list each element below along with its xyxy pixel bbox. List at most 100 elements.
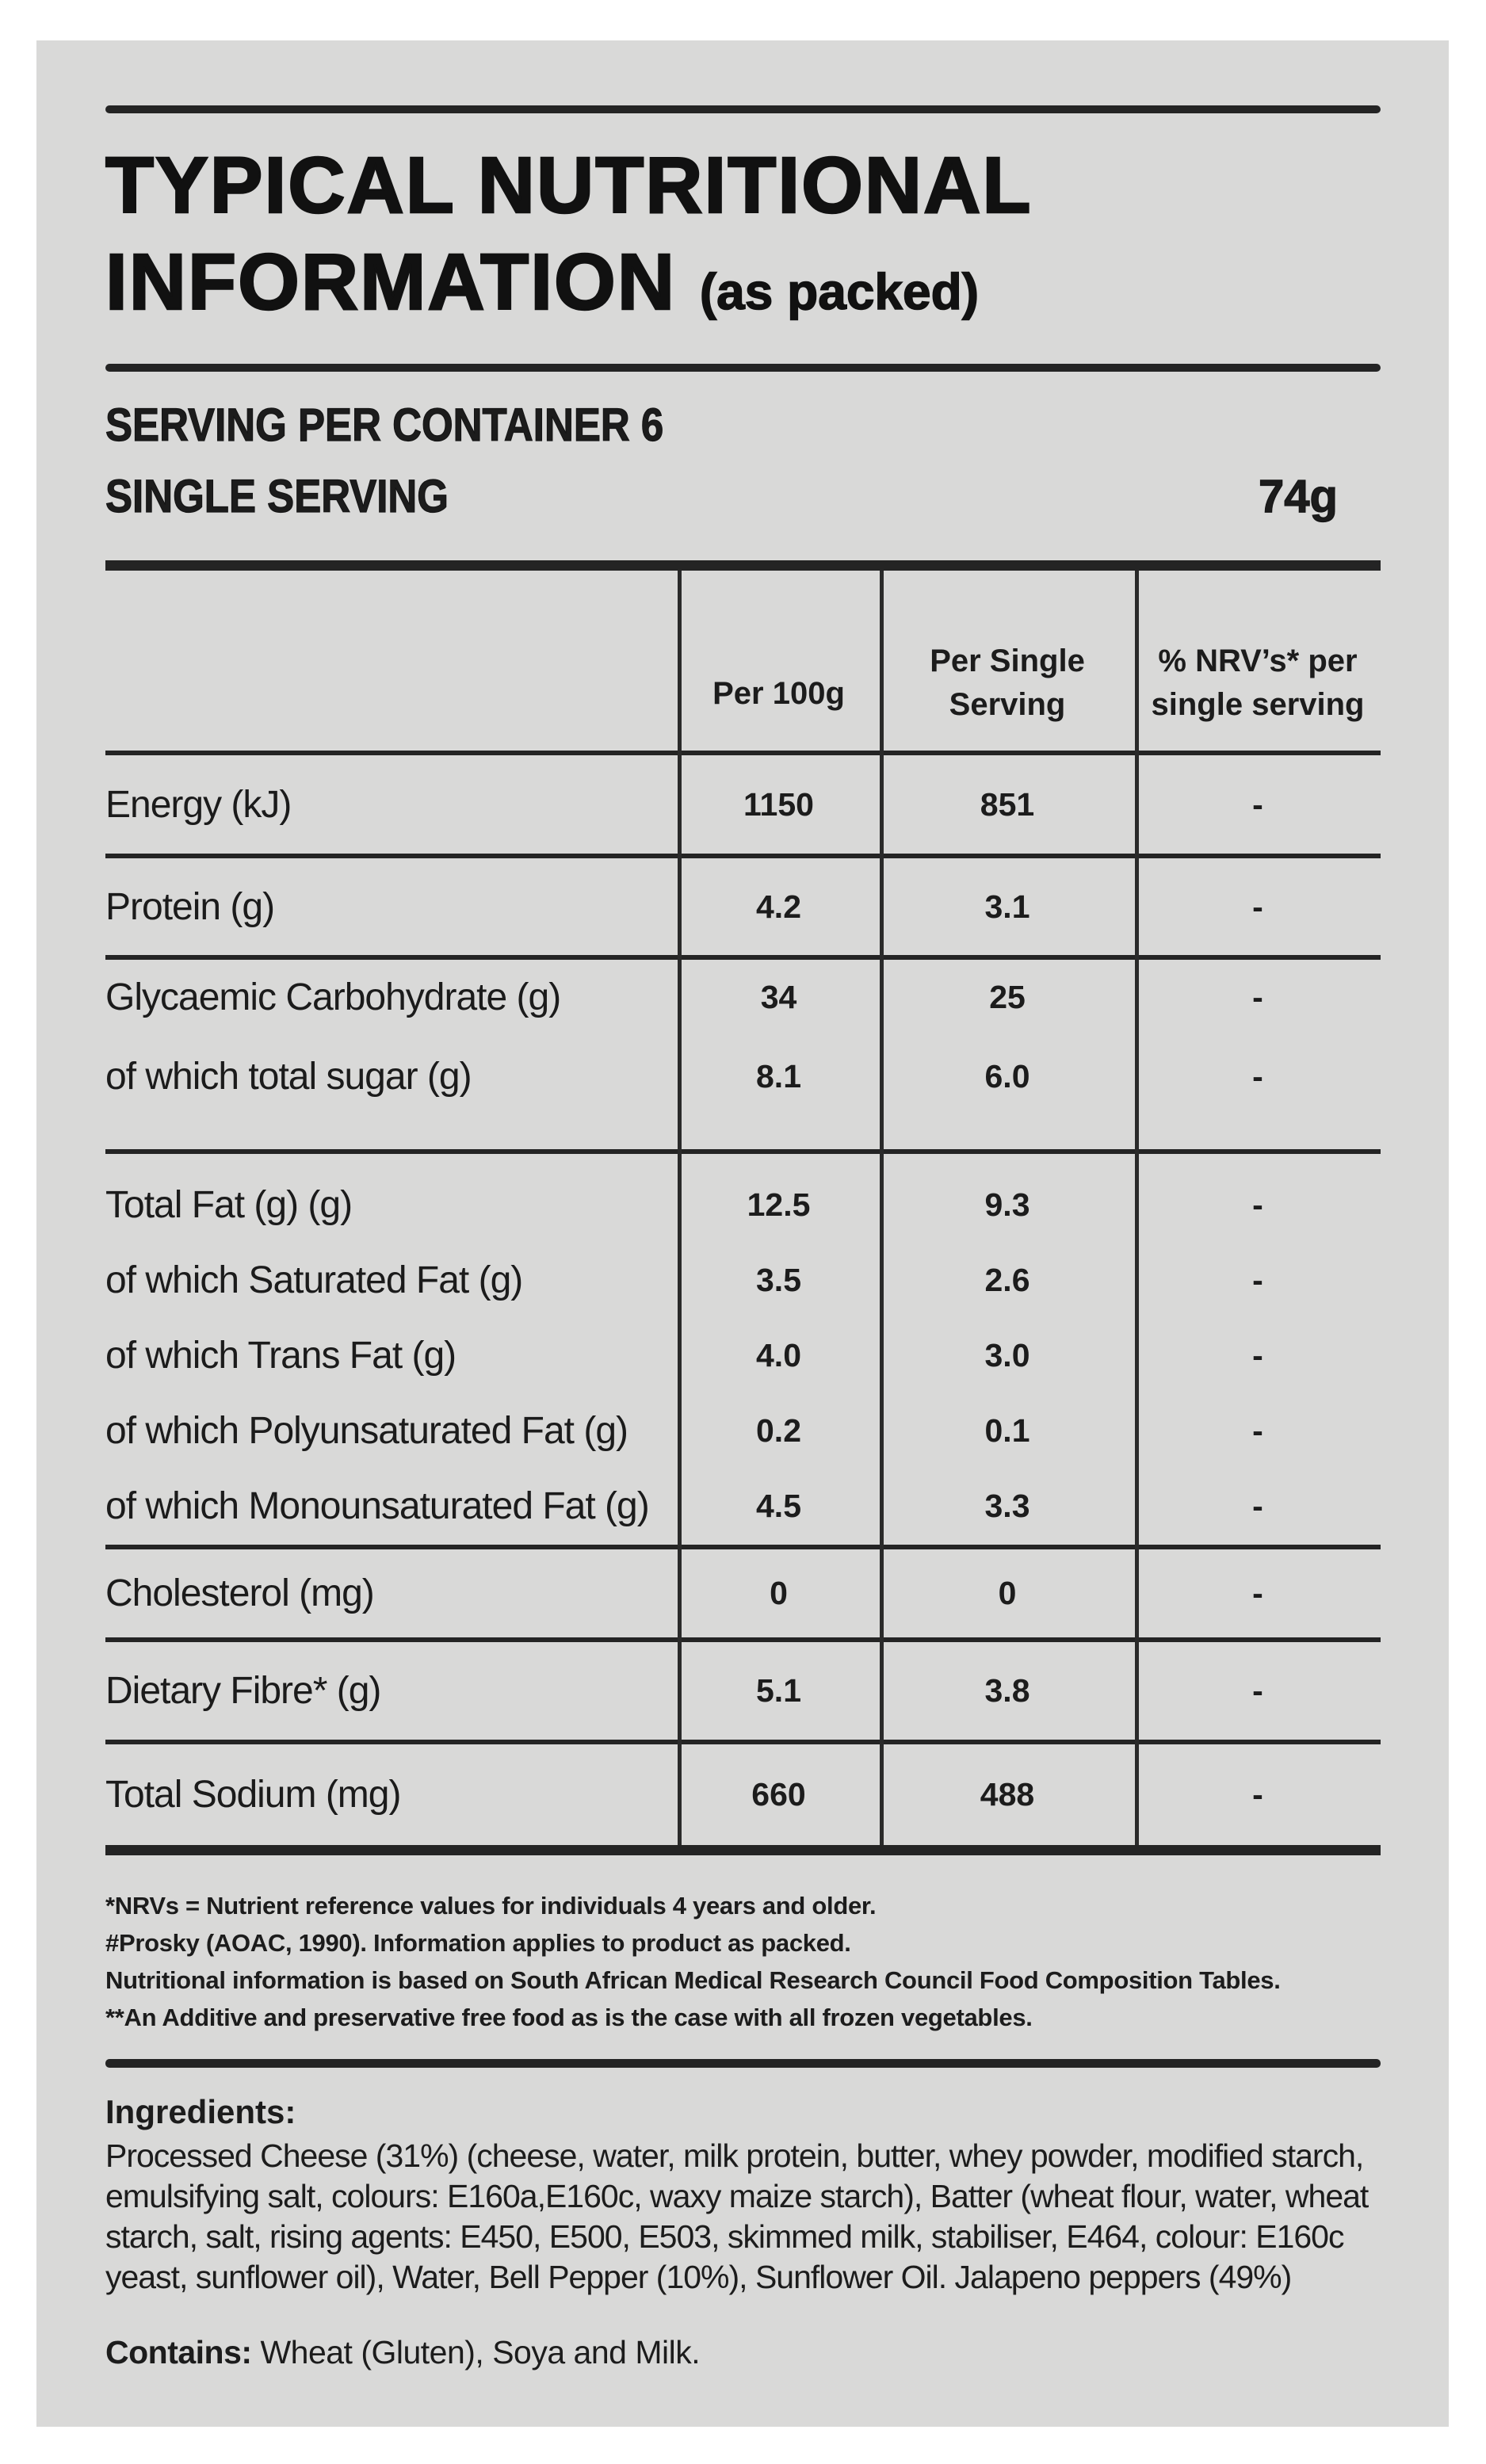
table-row: of which total sugar (g) 8.1 6.0 - bbox=[105, 1035, 1381, 1118]
title-line2: INFORMATION bbox=[105, 237, 677, 328]
footnotes: *NRVs = Nutrient reference values for in… bbox=[105, 1887, 1381, 2036]
contains-value: Wheat (Gluten), Soya and Milk. bbox=[251, 2334, 701, 2370]
table-vertical-divider-2 bbox=[880, 571, 884, 1845]
row-nrv: - bbox=[1252, 1672, 1263, 1709]
row-per-serving: 3.1 bbox=[984, 888, 1030, 925]
footnote-nrv: *NRVs = Nutrient reference values for in… bbox=[105, 1892, 877, 1920]
row-per-serving: 0 bbox=[998, 1575, 1017, 1611]
top-divider bbox=[105, 105, 1381, 113]
row-per-100g: 4.0 bbox=[756, 1337, 801, 1373]
row-label: Cholesterol (mg) bbox=[105, 1572, 375, 1614]
row-per-100g: 12.5 bbox=[747, 1186, 811, 1223]
row-nrv: - bbox=[1252, 1488, 1263, 1524]
ingredients-heading: Ingredients: bbox=[105, 2093, 296, 2130]
row-per-serving: 3.8 bbox=[984, 1672, 1030, 1709]
row-label: Protein (g) bbox=[105, 885, 275, 928]
row-label: Total Sodium (mg) bbox=[105, 1774, 401, 1816]
footnotes-divider bbox=[105, 2059, 1381, 2068]
row-label: Dietary Fibre* (g) bbox=[105, 1670, 381, 1712]
row-per-100g: 5.1 bbox=[756, 1672, 801, 1709]
header-cell-per-serving: Per Single Serving bbox=[930, 644, 1085, 722]
row-per-100g: 1150 bbox=[743, 785, 814, 823]
table-vertical-divider-1 bbox=[678, 571, 682, 1845]
row-per-100g: 660 bbox=[751, 1776, 806, 1813]
row-per-serving: 3.3 bbox=[984, 1488, 1030, 1524]
footnote-prosky: #Prosky (AOAC, 1990). Information applie… bbox=[105, 1929, 851, 1957]
row-per-serving: 851 bbox=[980, 785, 1035, 823]
row-label: Energy (kJ) bbox=[105, 783, 292, 826]
row-per-serving: 6.0 bbox=[984, 1058, 1030, 1094]
ingredients-section: Ingredients: Processed Cheese (31%) (che… bbox=[105, 2092, 1381, 2373]
row-label: Glycaemic Carbohydrate (g) bbox=[105, 976, 561, 1018]
table-group-energy: Energy (kJ) 1150 851 - bbox=[105, 755, 1381, 858]
table-row: Protein (g) 4.2 3.1 - bbox=[105, 858, 1381, 955]
table-group-cholesterol: Cholesterol (mg) 0 0 - bbox=[105, 1549, 1381, 1642]
table-row: of which Polyunsaturated Fat (g) 0.2 0.1… bbox=[105, 1393, 1381, 1469]
serving-per-container-text: SERVING PER CONTAINER 6 bbox=[105, 399, 664, 451]
row-per-100g: 0 bbox=[770, 1575, 788, 1611]
footnote-source: Nutritional information is based on Sout… bbox=[105, 1966, 1281, 1994]
row-nrv: - bbox=[1252, 1412, 1263, 1449]
row-nrv: - bbox=[1252, 1776, 1263, 1813]
footnote-additive: **An Additive and preservative free food… bbox=[105, 2004, 1033, 2031]
nutrition-label-card: TYPICAL NUTRITIONAL INFORMATION (as pack… bbox=[36, 40, 1449, 2427]
table-row: Dietary Fibre* (g) 5.1 3.8 - bbox=[105, 1642, 1381, 1740]
serving-per-container: SERVING PER CONTAINER 6 bbox=[105, 394, 1381, 457]
row-per-100g: 4.5 bbox=[756, 1488, 801, 1524]
table-group-sodium: Total Sodium (mg) 660 488 - bbox=[105, 1744, 1381, 1845]
row-per-100g: 34 bbox=[760, 979, 797, 1015]
row-per-serving: 25 bbox=[989, 979, 1026, 1015]
row-per-serving: 9.3 bbox=[984, 1186, 1030, 1223]
row-label: of which Trans Fat (g) bbox=[105, 1335, 456, 1377]
row-label: of which Monounsaturated Fat (g) bbox=[105, 1485, 650, 1527]
header-cell-per-100g: Per 100g bbox=[712, 676, 845, 711]
ingredients-body: Processed Cheese (31%) (cheese, water, m… bbox=[105, 2137, 1369, 2295]
table-header-row: Per 100g Per Single Serving % NRV’s* per… bbox=[105, 571, 1381, 755]
table-row: Energy (kJ) 1150 851 - bbox=[105, 755, 1381, 854]
table-row: Cholesterol (mg) 0 0 - bbox=[105, 1549, 1381, 1637]
row-nrv: - bbox=[1252, 888, 1263, 925]
header-cell-nrv: % NRV’s* per single serving bbox=[1151, 644, 1365, 722]
page-title: TYPICAL NUTRITIONAL INFORMATION (as pack… bbox=[105, 137, 1381, 340]
row-label: of which total sugar (g) bbox=[105, 1056, 472, 1098]
table-vertical-divider-3 bbox=[1135, 571, 1139, 1845]
title-line1: TYPICAL NUTRITIONAL bbox=[105, 140, 1033, 231]
table-row: Total Fat (g) (g) 12.5 9.3 - bbox=[105, 1167, 1381, 1243]
table-group-carbohydrate: Glycaemic Carbohydrate (g) 34 25 - of wh… bbox=[105, 960, 1381, 1154]
table-group-fat: Total Fat (g) (g) 12.5 9.3 - of which Sa… bbox=[105, 1154, 1381, 1549]
table-group-protein: Protein (g) 4.2 3.1 - bbox=[105, 858, 1381, 960]
row-per-100g: 0.2 bbox=[756, 1412, 801, 1449]
title-suffix: (as packed) bbox=[699, 262, 980, 321]
row-label: of which Saturated Fat (g) bbox=[105, 1259, 523, 1301]
nutrition-table: Per 100g Per Single Serving % NRV’s* per… bbox=[105, 560, 1381, 1855]
single-serving-label: SINGLE SERVING bbox=[105, 470, 449, 522]
row-nrv: - bbox=[1252, 979, 1263, 1015]
row-label: Total Fat (g) (g) bbox=[105, 1184, 353, 1226]
row-nrv: - bbox=[1252, 1575, 1263, 1611]
row-nrv: - bbox=[1252, 1186, 1263, 1223]
table-group-fibre: Dietary Fibre* (g) 5.1 3.8 - bbox=[105, 1642, 1381, 1744]
row-per-100g: 8.1 bbox=[756, 1058, 801, 1094]
title-divider bbox=[105, 364, 1381, 372]
table-row: of which Saturated Fat (g) 3.5 2.6 - bbox=[105, 1243, 1381, 1318]
row-label: of which Polyunsaturated Fat (g) bbox=[105, 1410, 628, 1452]
row-nrv: - bbox=[1252, 1337, 1263, 1373]
row-nrv: - bbox=[1252, 1058, 1263, 1094]
single-serving-row: SINGLE SERVING 74g bbox=[105, 465, 1381, 529]
table-row: Total Sodium (mg) 660 488 - bbox=[105, 1744, 1381, 1845]
row-per-serving: 0.1 bbox=[984, 1412, 1030, 1449]
row-nrv: - bbox=[1252, 785, 1263, 823]
row-per-100g: 4.2 bbox=[756, 888, 801, 925]
row-per-serving: 488 bbox=[980, 1776, 1035, 1813]
row-nrv: - bbox=[1252, 1262, 1263, 1298]
row-per-100g: 3.5 bbox=[756, 1262, 801, 1298]
table-row: of which Trans Fat (g) 4.0 3.0 - bbox=[105, 1318, 1381, 1393]
contains-label: Contains: bbox=[105, 2334, 252, 2370]
row-per-serving: 3.0 bbox=[984, 1337, 1030, 1373]
contains-line: Contains: Wheat (Gluten), Soya and Milk. bbox=[105, 2332, 1381, 2373]
header-cell-empty bbox=[105, 571, 678, 751]
row-per-serving: 2.6 bbox=[984, 1262, 1030, 1298]
single-serving-value: 74g bbox=[1258, 470, 1338, 522]
table-row: of which Monounsaturated Fat (g) 4.5 3.3… bbox=[105, 1469, 1381, 1544]
